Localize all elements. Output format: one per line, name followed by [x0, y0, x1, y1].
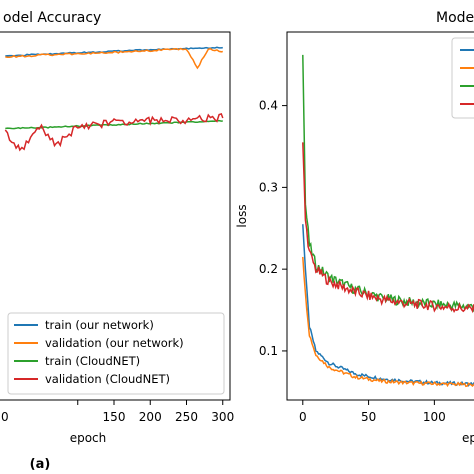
right-series-line [302, 142, 474, 314]
left-series-line [5, 47, 223, 70]
panel-label-a: (a) [30, 457, 51, 472]
left-legend-label: validation (our network) [45, 336, 184, 350]
right-y-tick-label: 0.3 [259, 180, 278, 194]
left-x-tick-label: 0 [1, 410, 9, 424]
left-series-lines [4, 46, 224, 152]
right-x-tick-label: 0 [299, 410, 307, 424]
right-x-tick-label: 100 [423, 410, 446, 424]
right-chart-title: Mode [436, 10, 474, 26]
right-x-axis-label: epo [462, 431, 474, 445]
left-chart: odel Accuracy 0 150 200 250 300 epoch train … [0, 10, 234, 472]
left-x-axis-label: epoch [70, 431, 107, 445]
left-x-tick-label: 250 [175, 410, 198, 424]
left-series-line [5, 119, 223, 130]
left-series-line [4, 112, 224, 152]
right-y-tick-label: 0.1 [259, 344, 278, 358]
right-x-ticks: 0501001 [299, 400, 446, 424]
left-legend: train (our network) validation (our netwo… [7, 312, 225, 395]
right-y-axis-label: loss [235, 204, 249, 227]
left-legend-box [7, 312, 225, 395]
left-legend-label: train (our network) [45, 318, 154, 332]
right-y-ticks: 0.1 0.2 0.3 0.4 [259, 99, 287, 358]
left-x-tick-label: 150 [103, 410, 126, 424]
right-chart: Mode 0.10.20.30.4 0501001 loss epo [235, 10, 474, 445]
left-legend-label: validation (CloudNET) [45, 372, 170, 386]
left-x-ticks: 0 150 200 250 300 [1, 400, 234, 424]
left-x-tick-label: 300 [211, 410, 234, 424]
right-plot-frame [286, 31, 474, 401]
right-legend [451, 37, 474, 119]
right-y-tick-label: 0.2 [259, 262, 278, 276]
left-x-tick-label: 200 [139, 410, 162, 424]
right-y-tick-label: 0.4 [259, 99, 278, 113]
right-series-line [302, 54, 474, 313]
left-legend-label: train (CloudNET) [45, 354, 140, 368]
right-x-tick-label: 50 [361, 410, 376, 424]
right-series-line [302, 256, 474, 388]
right-legend-box [451, 37, 474, 119]
left-chart-title: odel Accuracy [3, 10, 101, 26]
right-series-lines [302, 54, 474, 388]
